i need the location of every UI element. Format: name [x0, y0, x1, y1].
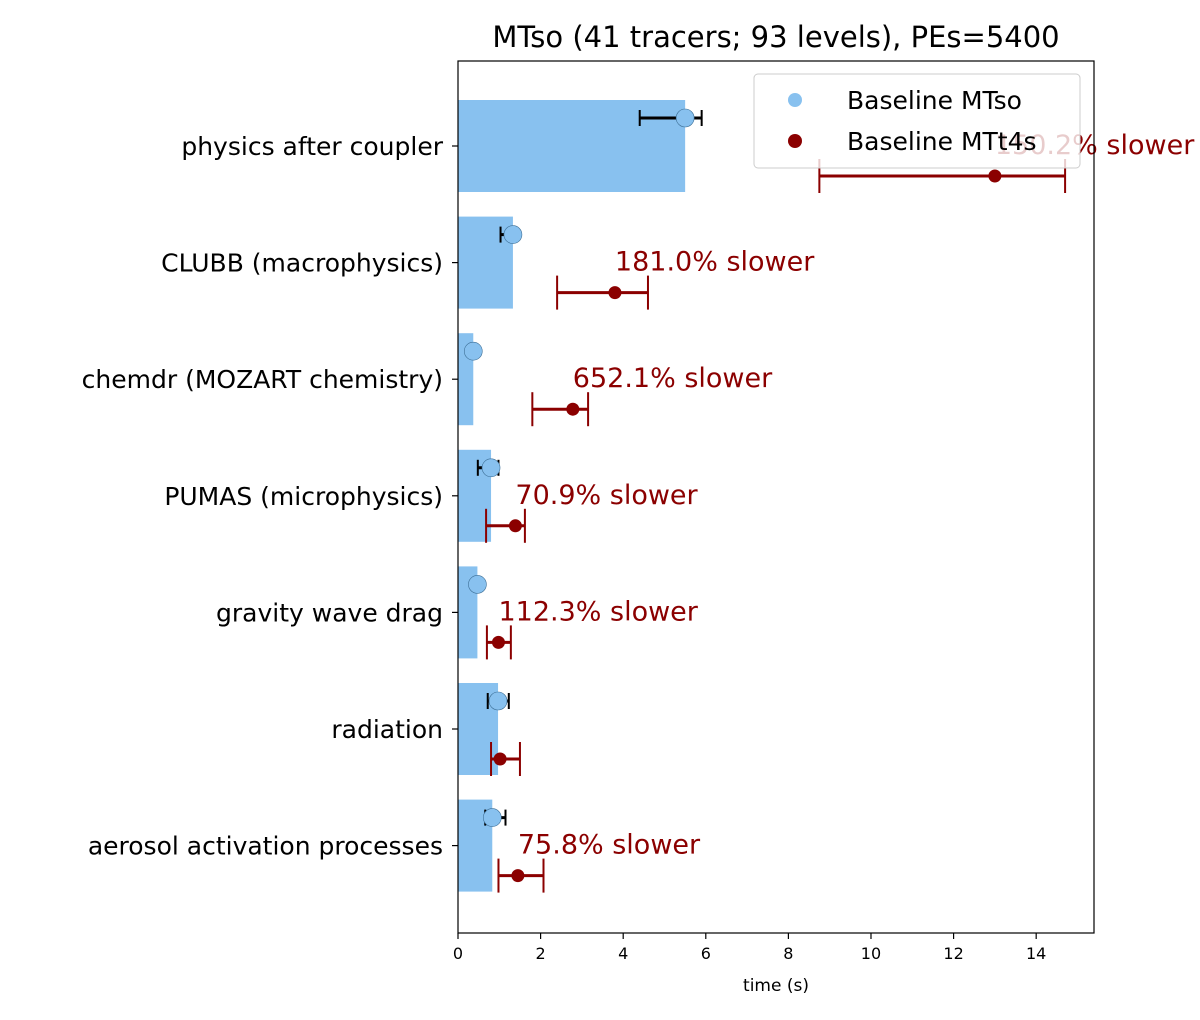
category-label-6: aerosol activation processes: [88, 832, 443, 861]
x-tick-label-2: 4: [618, 944, 628, 963]
x-tick-label-3: 6: [701, 944, 711, 963]
x-tick-label-5: 10: [861, 944, 881, 963]
x-axis: 0 2 4 6 8 10 12 14: [453, 933, 1046, 963]
legend-box: [753, 73, 1081, 169]
point-mt4s-6: [511, 869, 525, 883]
point-mtso-3: [481, 458, 501, 478]
legend-marker-baseline-mtso: [788, 93, 802, 107]
category-label-1: CLUBB (macrophysics): [161, 249, 443, 278]
point-mt4s-3: [508, 519, 522, 533]
bar-0: [458, 100, 686, 192]
legend: Baseline MTso Baseline MTt4s: [753, 73, 1081, 169]
annotation-2: 652.1% slower: [573, 363, 773, 394]
legend-label-baseline-mt4s: Baseline MTt4s: [847, 127, 1037, 156]
x-tick-label-7: 14: [1026, 944, 1046, 963]
y-axis: physics after coupler CLUBB (macrophysics…: [82, 132, 458, 861]
plot-frame: [457, 60, 1095, 934]
point-mtso-6: [482, 808, 502, 827]
x-tick-label-0: 0: [453, 944, 463, 963]
bar-1: [458, 216, 513, 309]
annotation-4: 112.3% slower: [498, 596, 698, 627]
point-mt4s-4: [491, 635, 505, 649]
annotation-3: 70.9% slower: [515, 480, 698, 511]
legend-label-baseline-mtso: Baseline MTso: [847, 86, 1022, 115]
x-tick-label-6: 12: [943, 944, 963, 963]
category-label-5: radiation: [331, 715, 443, 744]
point-mtso-2: [463, 341, 483, 361]
category-label-4: gravity wave drag: [216, 598, 443, 627]
x-tick-label-4: 8: [783, 944, 793, 963]
point-mt4s-0: [988, 169, 1002, 183]
point-mt4s-1: [608, 286, 622, 300]
x-tick-label-1: 2: [536, 944, 546, 963]
category-label-0: physics after coupler: [181, 132, 443, 161]
point-mtso-0: [675, 108, 695, 128]
point-mt4s-5: [493, 752, 507, 766]
annotation-1: 181.0% slower: [615, 247, 815, 278]
chart-title: MTso (41 tracers; 93 levels), PEs=5400: [492, 20, 1059, 54]
category-label-3: PUMAS (microphysics): [164, 482, 443, 511]
point-mtso-1: [503, 225, 523, 244]
category-label-2: chemdr (MOZART chemistry): [82, 365, 443, 394]
annotation-6: 75.8% slower: [518, 830, 701, 861]
legend-marker-baseline-mt4s: [788, 134, 802, 148]
x-axis-label: time (s): [743, 976, 809, 996]
point-mtso-4: [468, 575, 487, 594]
point-mt4s-2: [566, 402, 580, 416]
point-mtso-5: [488, 691, 508, 711]
